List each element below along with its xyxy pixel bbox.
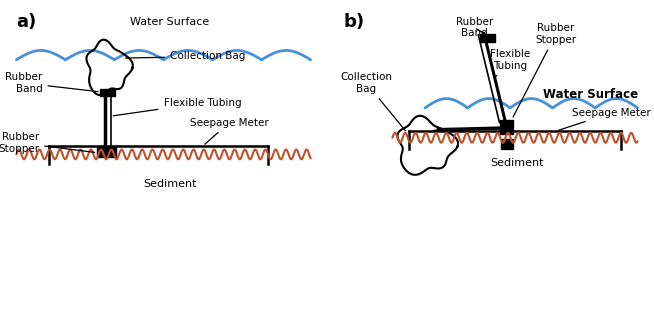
- Text: Seepage Meter: Seepage Meter: [559, 108, 651, 130]
- Text: Rubber
Stopper: Rubber Stopper: [0, 132, 95, 154]
- Text: Rubber
Stopper: Rubber Stopper: [513, 23, 576, 117]
- FancyBboxPatch shape: [501, 139, 513, 149]
- Text: a): a): [16, 13, 37, 31]
- Text: Sediment: Sediment: [143, 179, 197, 189]
- Text: Water Surface: Water Surface: [130, 17, 210, 27]
- Text: Collection
Bag: Collection Bag: [340, 72, 405, 131]
- Text: Flexible Tubing: Flexible Tubing: [113, 98, 241, 116]
- Text: Sediment: Sediment: [490, 158, 543, 168]
- FancyBboxPatch shape: [500, 120, 513, 134]
- Text: Rubber
Band: Rubber Band: [456, 17, 492, 38]
- FancyBboxPatch shape: [100, 89, 116, 96]
- Text: Seepage Meter: Seepage Meter: [190, 118, 268, 144]
- Text: Flexible
Tubing: Flexible Tubing: [490, 49, 530, 77]
- Text: b): b): [343, 13, 364, 31]
- FancyBboxPatch shape: [97, 146, 116, 157]
- Text: Water Surface: Water Surface: [543, 88, 638, 101]
- Text: Collection Bag: Collection Bag: [126, 51, 245, 61]
- Text: Rubber
Band: Rubber Band: [5, 72, 98, 94]
- FancyBboxPatch shape: [480, 34, 494, 42]
